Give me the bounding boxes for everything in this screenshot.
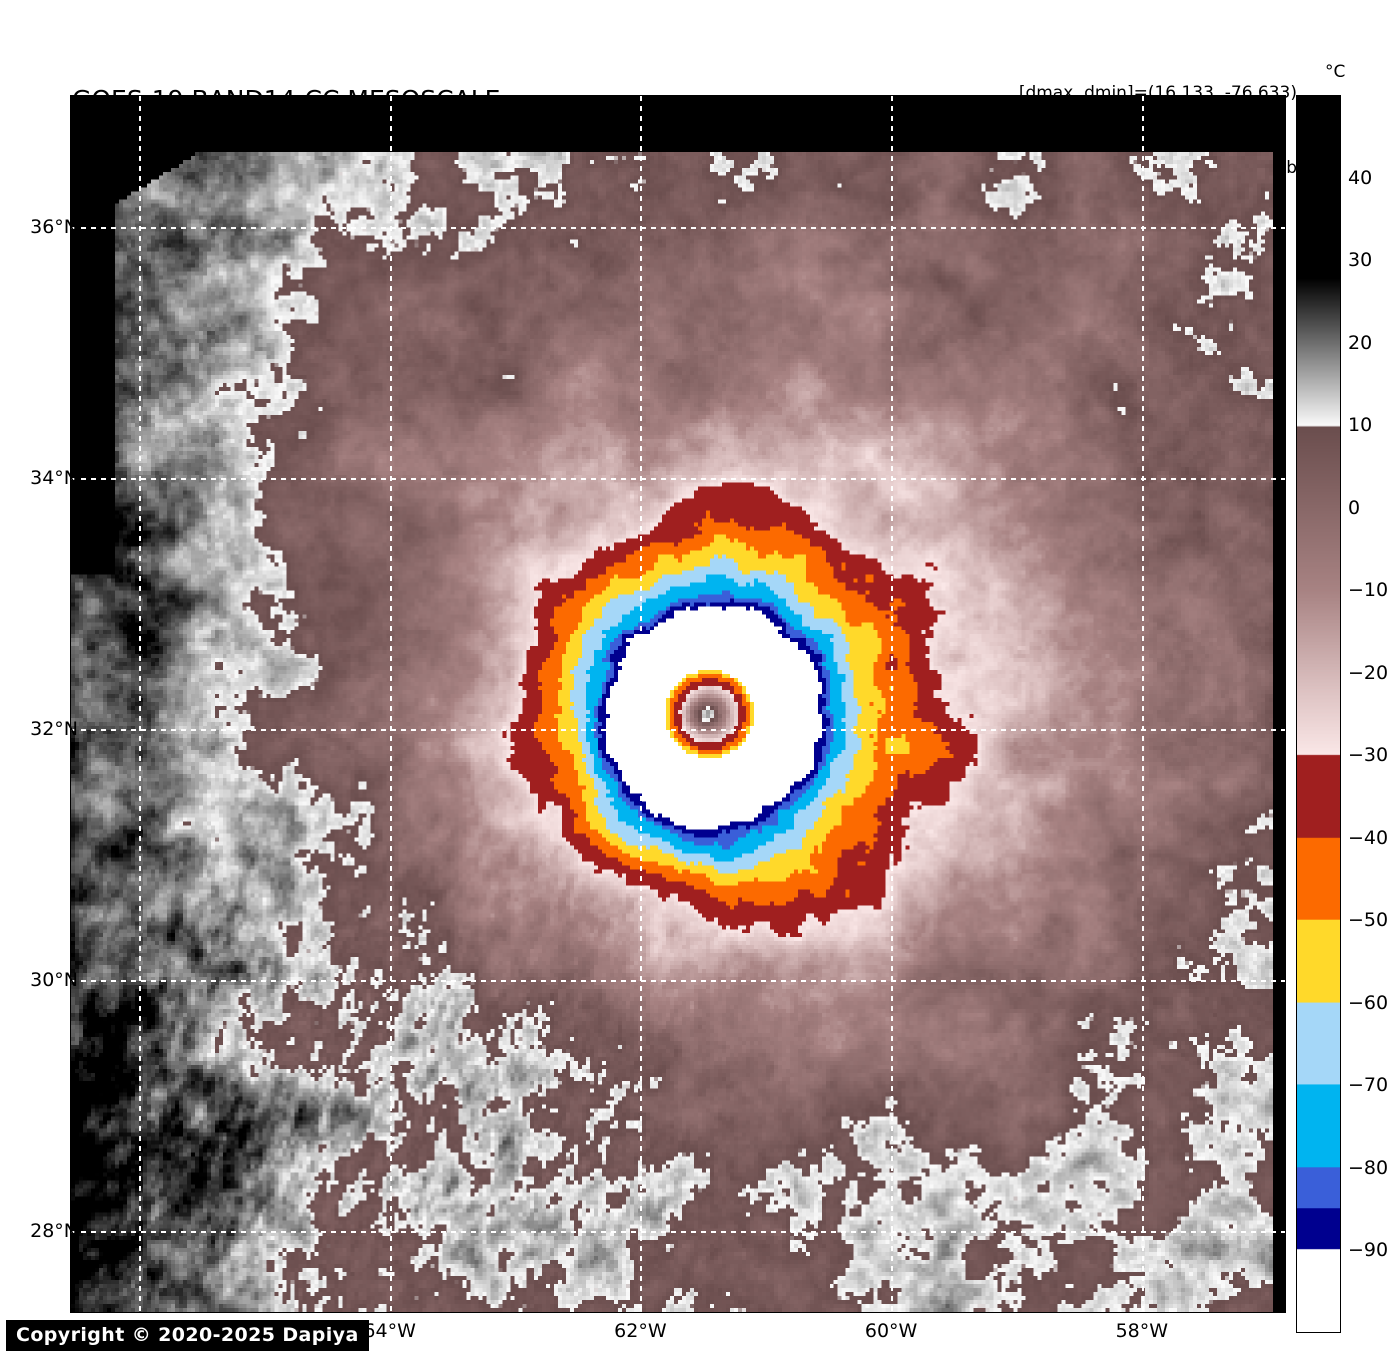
longitude-tick-label: 62°W [614, 1320, 667, 1342]
colorbar-tick-label: −70 [1348, 1074, 1389, 1097]
colorbar-tick-label: −10 [1348, 579, 1389, 602]
latitude-tick-label: 30°N [30, 969, 78, 992]
colorbar-tick-label: 30 [1348, 249, 1373, 272]
copyright-banner: Copyright © 2020-2025 Dapiya [6, 1320, 369, 1351]
colorbar-tick-label: −50 [1348, 909, 1389, 932]
colorbar-tick-label: −40 [1348, 826, 1389, 849]
colorbar-tick-label: −20 [1348, 661, 1389, 684]
colorbar-tick-label: 0 [1348, 496, 1361, 519]
colorbar-tick-label: −80 [1348, 1156, 1389, 1179]
latitude-tick-label: 28°N [30, 1220, 78, 1243]
colorbar-tick-label: −30 [1348, 744, 1389, 767]
colorbar-unit-label: °C [1325, 62, 1346, 82]
temperature-colorbar[interactable] [1296, 95, 1341, 1333]
colorbar-tick-label: 10 [1348, 414, 1373, 437]
latitude-tick-label: 36°N [30, 215, 78, 238]
satellite-plot[interactable] [70, 95, 1286, 1313]
colorbar-tick-label: 40 [1348, 166, 1373, 189]
longitude-tick-label: 60°W [864, 1320, 918, 1342]
latitude-tick-label: 32°N [30, 718, 78, 741]
longitude-tick-label: 58°W [1115, 1320, 1169, 1342]
latitude-tick-label: 34°N [30, 466, 78, 489]
longitude-tick-label: 64°W [363, 1320, 416, 1342]
colorbar-tick-label: −90 [1348, 1239, 1389, 1262]
colorbar-tick-label: −60 [1348, 991, 1389, 1014]
colorbar-tick-label: 20 [1348, 331, 1373, 354]
satellite-imagery [71, 96, 1285, 1312]
